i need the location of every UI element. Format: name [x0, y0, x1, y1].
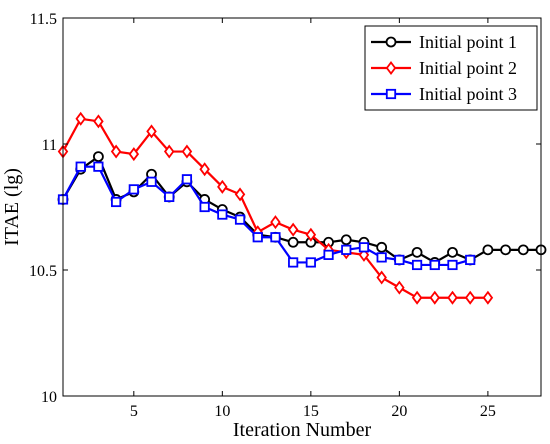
- x-axis-label: Iteration Number: [233, 419, 372, 441]
- data-point-diamond: [464, 290, 476, 305]
- data-point-diamond: [93, 114, 104, 129]
- data-point-diamond: [287, 222, 299, 237]
- series-line: [62, 155, 541, 264]
- data-point-diamond: [385, 61, 397, 75]
- y-tick-label: 10: [41, 389, 57, 406]
- plot-frame: [62, 17, 542, 397]
- data-point-square: [429, 259, 440, 271]
- data-point-square: [358, 242, 370, 253]
- data-point-square: [376, 252, 387, 263]
- data-point-square: [93, 161, 104, 172]
- data-point-square: [394, 254, 405, 266]
- data-point-square: [252, 232, 263, 243]
- x-tick-label: 10: [214, 403, 230, 420]
- x-tick-label: 20: [391, 403, 407, 420]
- data-point-diamond: [447, 290, 458, 305]
- data-point-diamond: [110, 144, 122, 159]
- data-point-diamond: [482, 290, 494, 305]
- data-point-circle: [411, 246, 423, 258]
- data-point-circle: [93, 151, 104, 163]
- data-point-square: [128, 184, 139, 195]
- data-point-square: [181, 174, 193, 185]
- x-tick-label: 15: [303, 403, 319, 420]
- data-point-diamond: [234, 187, 246, 202]
- y-axis-label: ITAE (lg): [1, 168, 23, 246]
- y-tick-label: 10.5: [29, 263, 57, 280]
- data-point-square: [447, 259, 458, 271]
- data-point-circle: [447, 246, 458, 258]
- data-point-diamond: [163, 144, 175, 159]
- data-point-diamond: [217, 179, 228, 194]
- data-point-square: [111, 196, 122, 208]
- plot-area: [57, 111, 547, 305]
- legend: Initial point 1 Initial point 2 Initial po…: [364, 25, 538, 111]
- data-point-square: [341, 244, 352, 255]
- data-point-diamond: [75, 111, 86, 126]
- data-point-circle: [340, 234, 352, 246]
- data-point-square: [305, 257, 316, 268]
- data-point-square: [199, 201, 210, 213]
- data-point-diamond: [270, 215, 281, 230]
- y-tick-label: 11.5: [30, 11, 57, 28]
- x-tick-label: 25: [480, 403, 496, 420]
- data-point-circle: [482, 244, 494, 256]
- series-3: [57, 161, 476, 271]
- data-point-square: [164, 191, 175, 203]
- data-point-diamond: [376, 270, 387, 285]
- data-point-diamond: [146, 124, 157, 139]
- data-point-diamond: [305, 227, 317, 242]
- data-point-diamond: [199, 162, 210, 177]
- legend-item: Initial point 1: [371, 32, 517, 52]
- x-tick-label: 5: [130, 403, 138, 420]
- data-point-circle: [517, 244, 529, 256]
- legend-label: Initial point 3: [419, 84, 517, 104]
- data-point-square: [288, 257, 299, 268]
- data-point-diamond: [394, 280, 405, 295]
- legend-label: Initial point 2: [419, 58, 517, 78]
- data-point-diamond: [128, 147, 140, 162]
- data-point-square: [385, 88, 397, 100]
- data-point-square: [411, 259, 423, 271]
- legend-item: Initial point 2: [371, 58, 517, 78]
- data-point-square: [234, 214, 246, 225]
- data-point-square: [270, 232, 281, 243]
- y-tick-label: 11: [42, 137, 57, 154]
- data-point-diamond: [181, 144, 193, 159]
- data-point-square: [465, 254, 476, 266]
- legend-item: Initial point 3: [371, 84, 517, 104]
- data-point-circle: [500, 244, 511, 256]
- data-point-diamond: [411, 290, 423, 305]
- legend-label: Initial point 1: [419, 32, 517, 52]
- data-point-square: [75, 161, 86, 172]
- data-point-diamond: [429, 290, 441, 305]
- data-point-circle: [385, 36, 397, 48]
- data-point-circle: [376, 241, 388, 253]
- data-point-square: [323, 249, 334, 260]
- data-point-square: [217, 209, 228, 220]
- data-point-square: [146, 176, 157, 187]
- axes: 5 10 15 20 25 10 10.5 11 11.5: [29, 11, 542, 420]
- data-point-circle: [287, 236, 299, 248]
